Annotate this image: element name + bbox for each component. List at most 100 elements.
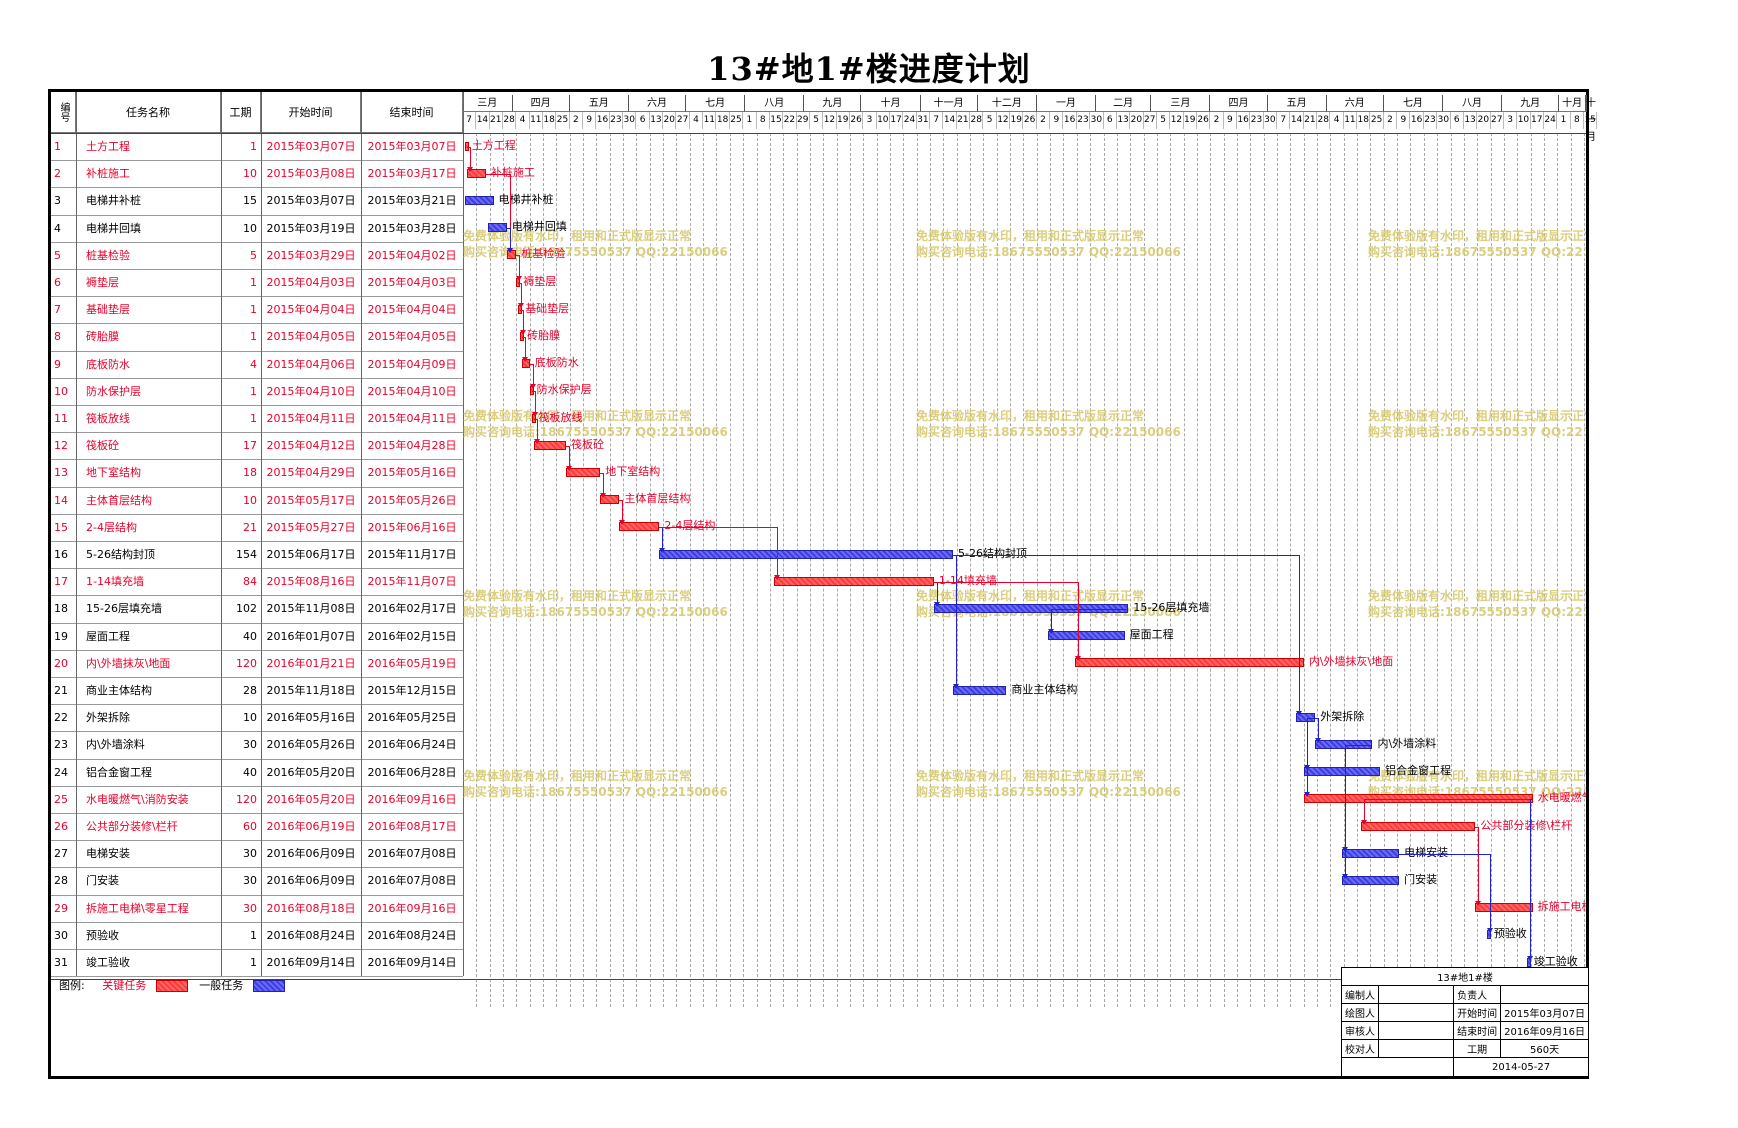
critical-task-bar[interactable] <box>1303 794 1533 804</box>
normal-task-bar[interactable] <box>953 685 1007 695</box>
week-gridline <box>1076 133 1078 1007</box>
dependency-link <box>1364 799 1533 801</box>
week-tick-label: 17 <box>890 112 904 129</box>
task-name: 砖胎膜 <box>86 330 119 344</box>
week-gridline <box>1130 133 1132 1007</box>
task-id: 9 <box>54 357 61 371</box>
week-tick-label: 26 <box>1023 112 1037 129</box>
task-end: 2016年07月08日 <box>367 847 457 861</box>
week-tick-label: 18 <box>716 112 730 129</box>
week-tick-label: 4 <box>1330 112 1344 129</box>
dependency-link <box>568 445 570 467</box>
task-bar-label: 铝合金窗工程 <box>1385 764 1452 778</box>
row-divider <box>51 813 463 814</box>
task-duration: 10 <box>243 167 257 181</box>
week-tick-label: 5 <box>1157 112 1171 129</box>
task-name: 屋面工程 <box>86 629 130 643</box>
dependency-link <box>662 527 664 549</box>
row-divider <box>51 840 463 842</box>
task-end: 2015年04月03日 <box>367 276 457 289</box>
week-tick-label: 30 <box>1264 112 1278 129</box>
task-duration: 5 <box>250 248 257 262</box>
normal-task-bar[interactable] <box>1341 876 1400 885</box>
info-duration-label: 工期 <box>1453 1039 1502 1058</box>
week-gridline <box>849 133 851 1007</box>
week-gridline <box>863 133 865 1007</box>
watermark: 免费体验版有水印，租用和正式版显示正常购买咨询电话:18675550537 QQ… <box>916 228 1181 260</box>
column-divider <box>361 92 362 977</box>
week-tick-label: 9 <box>583 112 597 129</box>
week-gridline <box>783 133 785 1007</box>
normal-task-bar[interactable] <box>1296 712 1316 722</box>
task-id: 3 <box>54 194 61 208</box>
week-gridline <box>689 133 691 1007</box>
week-gridline <box>956 133 958 1007</box>
critical-task-bar[interactable] <box>619 522 660 532</box>
row-divider <box>51 949 463 950</box>
week-gridline <box>663 133 665 1007</box>
normal-task-bar[interactable] <box>933 604 1129 613</box>
normal-task-bar[interactable] <box>1315 740 1373 749</box>
dependency-link <box>1475 826 1479 828</box>
normal-task-bar[interactable] <box>1048 631 1125 641</box>
task-name: 电梯井补桩 <box>86 194 141 208</box>
critical-task-bar[interactable] <box>773 576 934 586</box>
week-tick-label: 13 <box>650 112 664 129</box>
normal-task-bar[interactable] <box>1303 767 1381 777</box>
row-divider <box>51 758 463 760</box>
dependency-link <box>523 309 525 331</box>
week-tick-label: 19 <box>1184 112 1197 129</box>
normal-task-bar[interactable] <box>487 223 507 233</box>
week-tick-label: 28 <box>503 112 517 129</box>
week-tick-label: 7 <box>463 112 477 129</box>
week-gridline <box>769 133 771 1007</box>
critical-task-bar[interactable] <box>565 468 601 477</box>
info-table: 13#地1#楼 编制人 负责人 绘图人 开始时间 2015年03月07日 审核人 … <box>1340 967 1589 1077</box>
dependency-link <box>1306 717 1308 794</box>
critical-task-bar[interactable] <box>1361 821 1476 831</box>
task-duration: 1 <box>250 276 257 289</box>
task-end: 2016年07月08日 <box>367 874 457 888</box>
task-start: 2015年04月03日 <box>266 276 356 289</box>
critical-task-bar[interactable] <box>466 168 486 178</box>
week-tick-label: 7 <box>1277 112 1291 129</box>
week-tick-label: 2 <box>1210 112 1224 129</box>
task-duration: 1 <box>250 303 257 317</box>
dependency-link <box>1318 717 1320 739</box>
month-label: 八月 <box>1443 95 1503 112</box>
task-start: 2015年04月10日 <box>266 384 356 398</box>
task-id: 23 <box>54 738 68 752</box>
normal-task-bar[interactable] <box>659 549 953 559</box>
task-name: 褥垫层 <box>86 276 119 289</box>
critical-task-bar[interactable] <box>1075 658 1304 668</box>
dependency-arrow-icon <box>773 574 780 580</box>
normal-task-bar[interactable] <box>464 196 494 205</box>
critical-task-bar[interactable] <box>600 495 620 505</box>
task-name: 商业主体结构 <box>86 684 152 697</box>
week-gridline <box>1023 133 1025 1007</box>
week-tick-label: 4 <box>516 112 530 129</box>
task-start: 2016年05月20日 <box>266 792 356 806</box>
week-tick-label: 15 <box>1584 112 1598 129</box>
task-name: 门安装 <box>86 874 119 888</box>
task-start: 2015年03月29日 <box>266 248 356 262</box>
info-start-label: 开始时间 <box>1453 1003 1502 1022</box>
watermark-line: 购买咨询电话:18675550537 QQ:22150066 <box>916 785 1181 799</box>
critical-task-bar[interactable] <box>464 141 469 151</box>
critical-task-bar[interactable] <box>533 440 566 450</box>
normal-task-bar[interactable] <box>1341 848 1400 858</box>
row-divider <box>51 296 463 298</box>
task-bar-label: 内\外墙涂料 <box>1377 737 1437 750</box>
task-start: 2016年05月20日 <box>266 765 356 779</box>
task-start: 2015年11月18日 <box>266 684 356 697</box>
week-tick-label: 6 <box>636 112 650 129</box>
week-gridline <box>983 133 985 1007</box>
task-id: 20 <box>54 656 68 670</box>
task-duration: 84 <box>243 575 257 589</box>
task-name: 补桩施工 <box>86 167 130 181</box>
task-bar-label: 预验收 <box>1493 927 1527 941</box>
week-gridline <box>676 133 678 1007</box>
task-name: 拆施工电梯\零星工程 <box>86 901 189 915</box>
critical-task-bar[interactable] <box>1475 903 1533 913</box>
task-id: 4 <box>54 221 61 235</box>
